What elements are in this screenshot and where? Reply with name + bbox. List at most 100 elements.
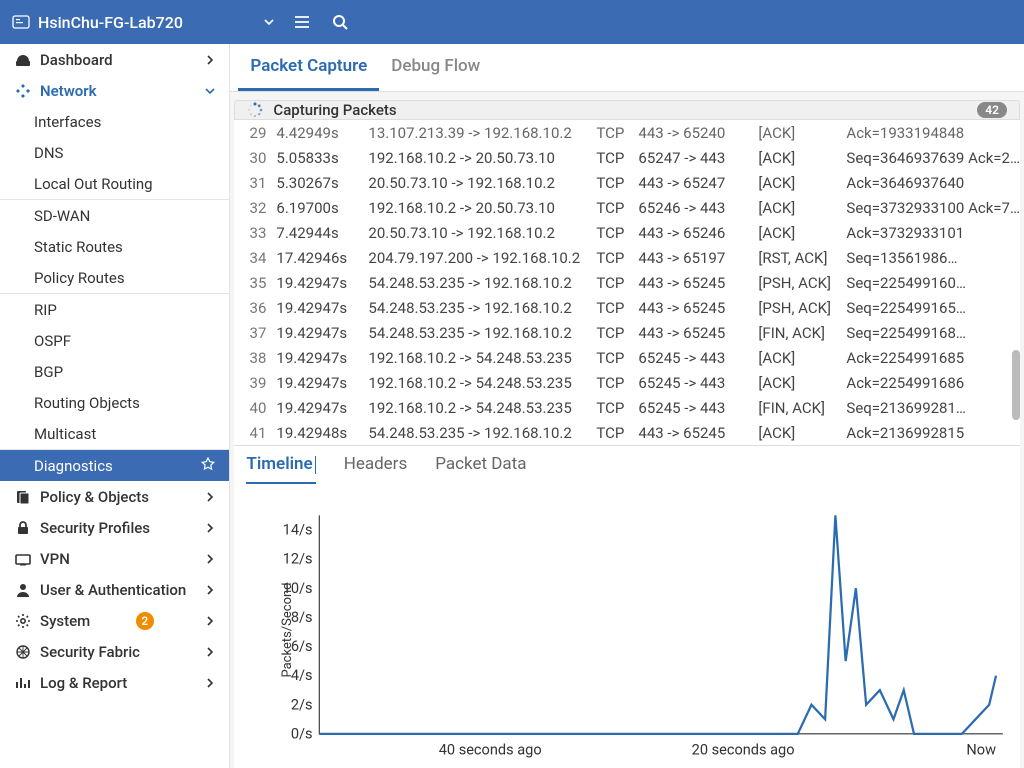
packet-row[interactable]: 4019.42947s192.168.10.2 -> 54.248.53.235… <box>234 395 1020 420</box>
packet-flags: [ACK] <box>758 174 846 192</box>
subtab-packet-data[interactable]: Packet Data <box>435 454 526 484</box>
sidebar-item-policy-routes[interactable]: Policy Routes <box>0 262 229 293</box>
sidebar-item-rip[interactable]: RIP <box>0 294 229 325</box>
packet-row[interactable]: 294.42949s13.107.213.39 -> 192.168.10.2T… <box>234 120 1020 145</box>
main-content: Packet CaptureDebug Flow Capturing Packe… <box>230 44 1024 768</box>
packet-info: Seq=213699281… <box>846 399 1020 417</box>
packet-proto: TCP <box>596 424 638 442</box>
packet-row[interactable]: 305.05833s192.168.10.2 -> 20.50.73.10TCP… <box>234 145 1020 170</box>
sidebar-item-ospf[interactable]: OSPF <box>0 325 229 356</box>
sidebar-item-label: DNS <box>34 144 63 162</box>
sidebar-item-label: SD-WAN <box>34 207 90 225</box>
sidebar-item-label: Routing Objects <box>34 394 140 412</box>
packet-flags: [FIN, ACK] <box>758 399 846 417</box>
sidebar-item-user-authentication[interactable]: User & Authentication <box>0 574 229 605</box>
sidebar-item-diagnostics[interactable]: Diagnostics <box>0 450 229 481</box>
tab-debug-flow[interactable]: Debug Flow <box>379 44 492 91</box>
sidebar-item-label: System <box>40 612 90 630</box>
scrollbar-thumb[interactable] <box>1012 350 1020 420</box>
packet-proto: TCP <box>596 174 638 192</box>
fabric-icon <box>14 643 32 661</box>
sidebar-item-dashboard[interactable]: Dashboard <box>0 44 229 75</box>
packet-row[interactable]: 3417.42946s204.79.197.200 -> 192.168.10.… <box>234 245 1020 270</box>
sidebar-item-local-out-routing[interactable]: Local Out Routing <box>0 168 229 199</box>
packet-info: Ack=2254991686 <box>846 374 1020 392</box>
device-dropdown-icon[interactable] <box>263 16 275 28</box>
packet-time: 5.30267s <box>276 174 368 192</box>
spinner-icon <box>247 102 263 118</box>
packet-info: Seq=225499160… <box>846 274 1020 292</box>
chevron-right-icon <box>205 612 215 630</box>
sidebar-item-label: BGP <box>34 363 63 381</box>
packet-addr: 192.168.10.2 -> 20.50.73.10 <box>368 199 596 217</box>
packet-addr: 20.50.73.10 -> 192.168.10.2 <box>368 174 596 192</box>
sidebar-item-security-profiles[interactable]: Security Profiles <box>0 512 229 543</box>
packet-proto: TCP <box>596 274 638 292</box>
capture-title: Capturing Packets <box>273 101 396 119</box>
sidebar-item-multicast[interactable]: Multicast <box>0 418 229 449</box>
packet-addr: 54.248.53.235 -> 192.168.10.2 <box>368 299 596 317</box>
dashboard-icon <box>14 51 32 69</box>
packet-addr: 192.168.10.2 -> 54.248.53.235 <box>368 374 596 392</box>
packet-num: 29 <box>234 124 276 142</box>
sidebar-item-label: Diagnostics <box>34 457 113 475</box>
packet-time: 19.42948s <box>276 424 368 442</box>
packet-row[interactable]: 3719.42947s54.248.53.235 -> 192.168.10.2… <box>234 320 1020 345</box>
packet-proto: TCP <box>596 299 638 317</box>
sidebar-item-security-fabric[interactable]: Security Fabric <box>0 636 229 667</box>
packet-ports: 443 -> 65197 <box>638 249 758 267</box>
packet-flags: [ACK] <box>758 424 846 442</box>
packet-num: 37 <box>234 324 276 342</box>
packet-table[interactable]: 294.42949s13.107.213.39 -> 192.168.10.2T… <box>234 120 1020 445</box>
packet-addr: 54.248.53.235 -> 192.168.10.2 <box>368 324 596 342</box>
packet-info: Seq=225499165… <box>846 299 1020 317</box>
packet-row[interactable]: 315.30267s20.50.73.10 -> 192.168.10.2TCP… <box>234 170 1020 195</box>
sidebar-item-vpn[interactable]: VPN <box>0 543 229 574</box>
packet-row[interactable]: 3619.42947s54.248.53.235 -> 192.168.10.2… <box>234 295 1020 320</box>
chart-ylabel: Packets/Second <box>280 582 295 677</box>
packet-info: Seq=3732933100 Ack=7… <box>846 199 1020 217</box>
tab-packet-capture[interactable]: Packet Capture <box>238 44 379 91</box>
packet-num: 41 <box>234 424 276 442</box>
sidebar-item-interfaces[interactable]: Interfaces <box>0 106 229 137</box>
packet-ports: 65246 -> 443 <box>638 199 758 217</box>
sidebar-item-bgp[interactable]: BGP <box>0 356 229 387</box>
sidebar-item-sd-wan[interactable]: SD-WAN <box>0 200 229 231</box>
sidebar-item-network[interactable]: Network <box>0 75 229 106</box>
report-icon <box>14 674 32 692</box>
star-icon[interactable] <box>201 457 215 475</box>
packet-row[interactable]: 3519.42947s54.248.53.235 -> 192.168.10.2… <box>234 270 1020 295</box>
device-name[interactable]: HsinChu-FG-Lab720 <box>38 13 183 32</box>
sidebar-item-dns[interactable]: DNS <box>0 137 229 168</box>
sidebar-item-log-report[interactable]: Log & Report <box>0 667 229 698</box>
sidebar-item-policy-objects[interactable]: Policy & Objects <box>0 481 229 512</box>
packet-info: Ack=2254991685 <box>846 349 1020 367</box>
packet-ports: 443 -> 65245 <box>638 299 758 317</box>
packet-num: 39 <box>234 374 276 392</box>
subtab-headers[interactable]: Headers <box>344 454 408 484</box>
subtab-timeline[interactable]: Timeline <box>246 454 315 484</box>
packet-proto: TCP <box>596 149 638 167</box>
menu-icon[interactable] <box>293 13 311 31</box>
sidebar-item-label: Policy Routes <box>34 269 125 287</box>
packet-row[interactable]: 3819.42947s192.168.10.2 -> 54.248.53.235… <box>234 345 1020 370</box>
sidebar-item-static-routes[interactable]: Static Routes <box>0 231 229 262</box>
chevron-right-icon <box>205 643 215 661</box>
packet-row[interactable]: 326.19700s192.168.10.2 -> 20.50.73.10TCP… <box>234 195 1020 220</box>
packet-time: 19.42947s <box>276 374 368 392</box>
sidebar: DashboardNetworkInterfaces DNS Local Out R… <box>0 44 230 768</box>
packet-row[interactable]: 4119.42948s54.248.53.235 -> 192.168.10.2… <box>234 420 1020 445</box>
packet-row[interactable]: 3919.42947s192.168.10.2 -> 54.248.53.235… <box>234 370 1020 395</box>
vpn-icon <box>14 550 32 568</box>
packet-row[interactable]: 337.42944s20.50.73.10 -> 192.168.10.2TCP… <box>234 220 1020 245</box>
packet-addr: 204.79.197.200 -> 192.168.10.2 <box>368 249 596 267</box>
packet-ports: 65245 -> 443 <box>638 349 758 367</box>
search-icon[interactable] <box>331 13 349 31</box>
packet-ports: 443 -> 65245 <box>638 424 758 442</box>
packet-addr: 192.168.10.2 -> 54.248.53.235 <box>368 399 596 417</box>
svg-text:2/s: 2/s <box>291 695 313 713</box>
sidebar-item-routing-objects[interactable]: Routing Objects <box>0 387 229 418</box>
packet-addr: 192.168.10.2 -> 20.50.73.10 <box>368 149 596 167</box>
sidebar-item-system[interactable]: System2 <box>0 605 229 636</box>
packet-proto: TCP <box>596 224 638 242</box>
